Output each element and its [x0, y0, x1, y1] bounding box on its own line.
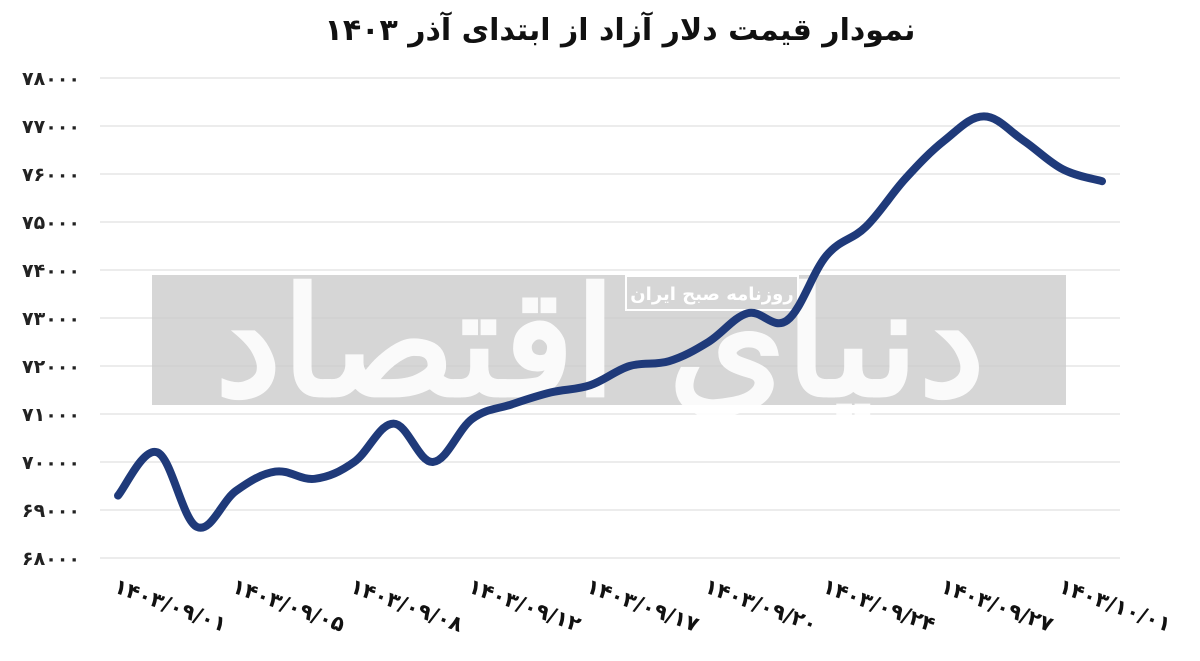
x-tick-label: ۱۴۰۳/۰۹/۰۸: [347, 574, 466, 637]
x-tick-label: ۱۴۰۳/۱۰/۰۱: [1056, 574, 1175, 637]
watermark-band: [152, 275, 1066, 405]
watermark-subtext-box: [625, 275, 799, 311]
series-layer: [114, 112, 1106, 532]
y-tick-label: ۷۳۰۰۰: [22, 308, 80, 330]
y-tick-label: ۷۰۰۰۰: [22, 452, 80, 474]
chart-title: نمودار قیمت دلار آزاد از ابتدای آذر ۱۴۰۳: [325, 11, 916, 48]
x-tick-label: ۱۴۰۳/۰۹/۰۵: [229, 574, 348, 637]
x-tick-label: ۱۴۰۳/۰۹/۱۷: [583, 574, 702, 637]
x-tick-label: ۱۴۰۳/۰۹/۲۰: [701, 574, 820, 637]
x-axis-ticks: ۱۴۰۳/۰۹/۰۱ ۱۴۰۳/۰۹/۰۵ ۱۴۰۳/۰۹/۰۸ ۱۴۰۳/۰۹/۱۲…: [111, 574, 1175, 637]
x-tick-label: ۱۴۰۳/۰۹/۰۱: [111, 574, 230, 637]
y-tick-label: ۷۶۰۰۰: [22, 164, 80, 186]
y-tick-label: ۷۱۰۰۰: [22, 404, 80, 426]
x-tick-label: ۱۴۰۳/۰۹/۲۷: [937, 574, 1056, 637]
x-tick-label: ۱۴۰۳/۰۹/۱۲: [465, 574, 584, 637]
y-tick-label: ۷۴۰۰۰: [22, 260, 80, 282]
y-tick-label: ۶۹۰۰۰: [22, 500, 80, 522]
series-line: [114, 112, 1106, 532]
watermark-subtext: روزنامه صبح ایران: [630, 284, 793, 305]
x-tick-label: ۱۴۰۳/۰۹/۲۴: [819, 574, 938, 637]
watermark-text: دنیای اقتصاد: [215, 255, 985, 431]
y-tick-label: ۷۲۰۰۰: [22, 356, 80, 378]
y-axis-ticks: ۶۸۰۰۰ ۶۹۰۰۰ ۷۰۰۰۰ ۷۱۰۰۰ ۷۲۰۰۰ ۷۳۰۰۰ ۷۴۰۰۰ ۷۵۰۰۰…: [22, 68, 80, 570]
watermark: دنیای اقتصاد روزنامه صبح ایران: [152, 255, 1066, 431]
y-tick-label: ۷۵۰۰۰: [22, 212, 80, 234]
y-tick-label: ۷۷۰۰۰: [22, 116, 80, 138]
y-tick-label: ۶۸۰۰۰: [22, 548, 80, 570]
y-tick-label: ۷۸۰۰۰: [22, 68, 80, 90]
